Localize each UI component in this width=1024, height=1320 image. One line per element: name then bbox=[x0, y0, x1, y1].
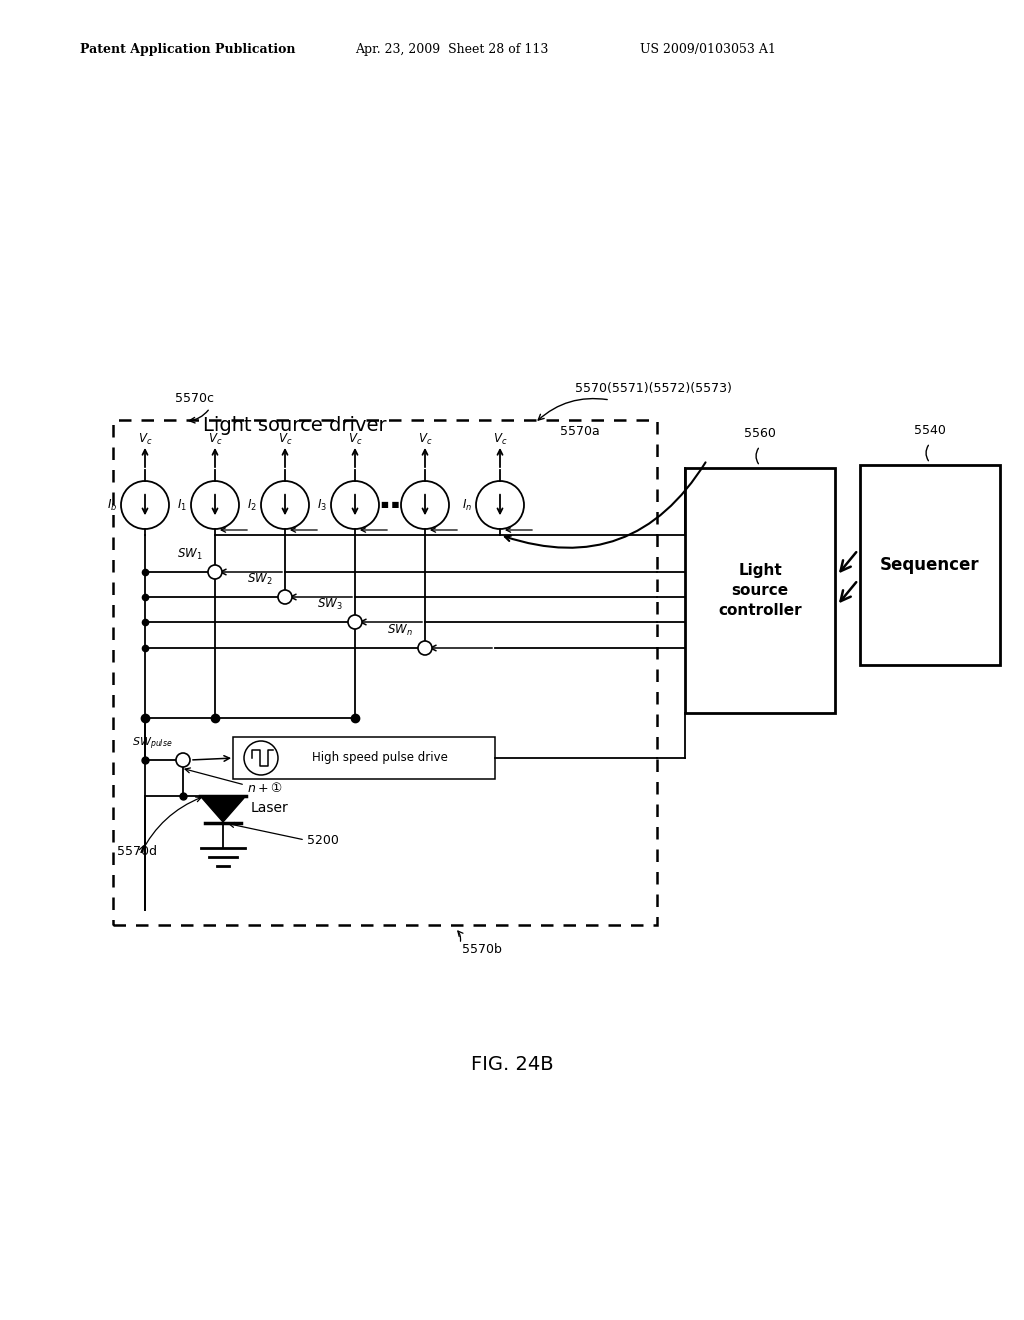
Circle shape bbox=[208, 565, 222, 579]
Text: Sequencer: Sequencer bbox=[881, 556, 980, 574]
Text: FIG. 24B: FIG. 24B bbox=[471, 1056, 553, 1074]
Text: $SW_1$: $SW_1$ bbox=[177, 546, 203, 561]
Bar bbox=[113, 420, 657, 925]
Text: 5570(5571)(5572)(5573): 5570(5571)(5572)(5573) bbox=[575, 381, 732, 395]
Text: $V_c$: $V_c$ bbox=[138, 432, 153, 447]
Text: $V_c$: $V_c$ bbox=[348, 432, 362, 447]
Bar bbox=[860, 465, 1000, 665]
Text: $I_1$: $I_1$ bbox=[177, 498, 187, 512]
Text: $I_n$: $I_n$ bbox=[462, 498, 472, 512]
Text: 5560: 5560 bbox=[744, 426, 776, 440]
Polygon shape bbox=[202, 799, 244, 822]
Text: $SW_3$: $SW_3$ bbox=[317, 597, 343, 611]
Text: $V_c$: $V_c$ bbox=[493, 432, 507, 447]
Text: $V_c$: $V_c$ bbox=[418, 432, 432, 447]
Circle shape bbox=[278, 590, 292, 605]
Text: 5540: 5540 bbox=[914, 424, 946, 437]
Circle shape bbox=[176, 752, 190, 767]
Text: 5570c: 5570c bbox=[175, 392, 214, 405]
Text: $I_3$: $I_3$ bbox=[317, 498, 327, 512]
Text: Patent Application Publication: Patent Application Publication bbox=[80, 44, 296, 57]
Text: $SW_n$: $SW_n$ bbox=[387, 623, 413, 638]
Text: $I_b$: $I_b$ bbox=[106, 498, 117, 512]
Text: 5570d: 5570d bbox=[117, 845, 157, 858]
Text: Light
source
controller: Light source controller bbox=[718, 564, 802, 618]
Text: $I_2$: $I_2$ bbox=[247, 498, 257, 512]
Text: Light source driver: Light source driver bbox=[203, 416, 387, 436]
Text: ■ ■: ■ ■ bbox=[381, 500, 399, 510]
Text: Laser: Laser bbox=[251, 801, 289, 814]
Text: High speed pulse drive: High speed pulse drive bbox=[311, 751, 447, 764]
Bar bbox=[685, 469, 835, 713]
Text: $n+$①: $n+$① bbox=[247, 781, 283, 795]
Text: 5200: 5200 bbox=[307, 833, 339, 846]
Text: $SW_2$: $SW_2$ bbox=[248, 572, 273, 586]
Text: Apr. 23, 2009  Sheet 28 of 113: Apr. 23, 2009 Sheet 28 of 113 bbox=[355, 44, 549, 57]
Circle shape bbox=[348, 615, 362, 630]
Text: $SW_{pulse}$: $SW_{pulse}$ bbox=[132, 735, 173, 752]
Text: $V_c$: $V_c$ bbox=[278, 432, 292, 447]
Circle shape bbox=[418, 642, 432, 655]
Text: 5570b: 5570b bbox=[462, 942, 502, 956]
Text: US 2009/0103053 A1: US 2009/0103053 A1 bbox=[640, 44, 776, 57]
Text: $V_c$: $V_c$ bbox=[208, 432, 222, 447]
Text: 5570a: 5570a bbox=[560, 425, 600, 438]
Bar bbox=[233, 737, 495, 779]
